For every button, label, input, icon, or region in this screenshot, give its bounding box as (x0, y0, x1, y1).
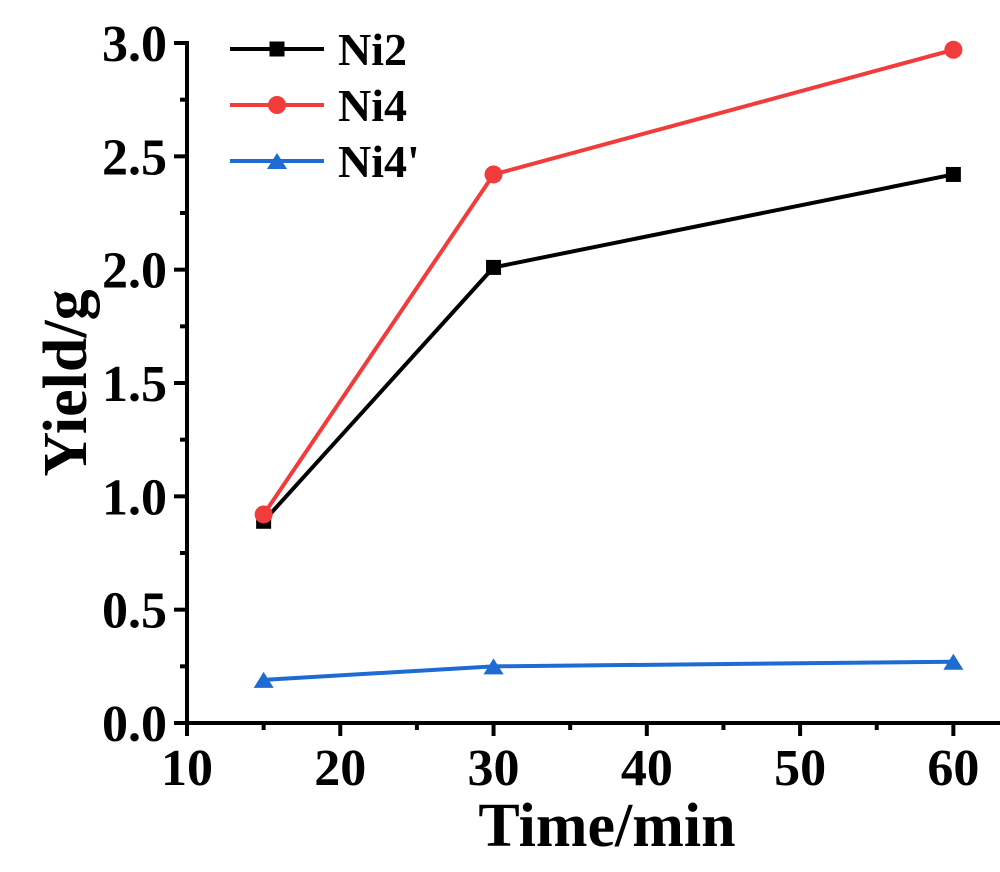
y-tick-label: 0.5 (102, 583, 167, 640)
y-tick-label: 2.0 (102, 243, 167, 300)
x-tick-label: 30 (468, 740, 520, 797)
data-point-marker-triangle (253, 671, 274, 688)
data-point-marker-square (486, 259, 502, 275)
series-line (263, 659, 954, 682)
x-tick-label: 40 (621, 740, 673, 797)
y-tick-label: 1.0 (102, 469, 167, 526)
data-point-marker-square (945, 166, 961, 182)
x-axis-title: Time/min (478, 792, 735, 856)
legend-label: Ni2 (338, 24, 407, 75)
legend-item: Ni4' (230, 136, 420, 187)
yield-vs-time-line-chart: 10 20 30 40 50 60 0.0 0.5 1.0 1.5 2.0 2.5 3.0 Ni2 Ni4… (40, 16, 1000, 856)
y-axis-title: Yield/g (40, 289, 100, 476)
axes: 10 20 30 40 50 60 0.0 0.5 1.0 1.5 2.0 2.5 3.0 (102, 16, 1000, 797)
legend-item: Ni4 (230, 80, 407, 131)
legend-marker-triangle (267, 153, 287, 169)
y-tick-label: 2.5 (102, 129, 167, 186)
series-ni4 (254, 40, 963, 524)
legend-label: Ni4 (338, 80, 407, 131)
x-tick-label: 60 (927, 740, 979, 797)
legend-marker-circle (268, 96, 286, 114)
series-line (262, 172, 954, 523)
x-tick-label: 20 (314, 740, 366, 797)
chart-canvas: 10 20 30 40 50 600.00.51.01.52.02.53.0 Ni2Ni4… (40, 16, 1000, 856)
legend-label: Ni4' (338, 136, 420, 187)
legend-marker-square (269, 41, 285, 57)
series-ni4 (253, 653, 964, 688)
y-tick-label: 3.0 (102, 16, 167, 73)
data-point-marker-circle (484, 165, 503, 184)
legend-item: Ni2 (230, 24, 407, 75)
data-point-marker-circle (254, 505, 273, 524)
series-ni2 (256, 166, 961, 529)
data-series (253, 40, 964, 688)
data-point-marker-triangle (943, 653, 964, 670)
x-tick-label: 50 (774, 740, 826, 797)
y-tick-label: 0.0 (102, 696, 167, 753)
x-tick-label: 10 (161, 740, 213, 797)
data-point-marker-triangle (483, 658, 504, 675)
y-tick-label: 1.5 (102, 356, 167, 413)
data-point-marker-circle (944, 40, 963, 59)
